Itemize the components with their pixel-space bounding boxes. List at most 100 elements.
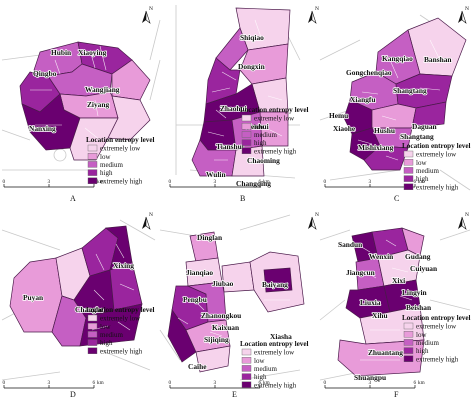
- place-label: Sijiqing: [204, 335, 229, 344]
- legend-swatch: [241, 348, 252, 356]
- place-label: Shiqiao: [240, 33, 264, 42]
- place-label: Shuangpu: [354, 373, 386, 382]
- legend-swatch: [87, 144, 98, 152]
- legend-label: medium: [100, 161, 123, 169]
- place-label: Jiubao: [212, 279, 234, 288]
- north-arrow-icon: N: [457, 212, 469, 230]
- legend-swatch: [241, 381, 252, 388]
- legend-swatch: [403, 355, 414, 362]
- legend-label: high: [254, 373, 267, 381]
- panel-c-districts: [343, 17, 467, 171]
- place-label: Changqing: [236, 179, 271, 188]
- scale-tick-label: 0: [3, 179, 6, 185]
- legend-label: medium: [100, 331, 123, 339]
- legend-label: extremely low: [100, 315, 141, 323]
- legend-swatch: [241, 357, 252, 364]
- place-label: Kangqiao: [382, 54, 413, 63]
- legend-swatch: [403, 331, 414, 338]
- place-label: Xiaoying: [78, 48, 107, 57]
- legend-swatch: [403, 322, 414, 330]
- legend-label: low: [254, 123, 265, 131]
- legend-label: extremely high: [416, 183, 459, 191]
- place-label: Jianqiao: [186, 268, 213, 277]
- place-label: Hubin: [51, 48, 71, 57]
- legend-swatch: [87, 152, 98, 160]
- panel-a: Hubin Xiaoying Qingbo Wangjiang Ziyang N…: [1, 19, 161, 171]
- legend-swatch: [241, 373, 252, 380]
- legend-label: extremely low: [416, 151, 457, 159]
- place-label: Mishixiang: [358, 143, 394, 152]
- place-label: Wangjiang: [85, 85, 120, 94]
- place-label: Ziyang: [87, 100, 109, 109]
- place-label: Gongchenqiao: [346, 68, 392, 77]
- north-label: N: [465, 212, 469, 218]
- place-label: Hushu: [374, 126, 395, 135]
- panel-b-place-labels: Shiqiao Dongxin Zhaohui Wenhui Tianshui …: [205, 32, 281, 189]
- place-label: Daguan: [412, 122, 437, 131]
- place-label: Wenhui: [244, 122, 269, 131]
- legend-swatch: [241, 139, 252, 146]
- place-label: Lingyin: [402, 288, 427, 297]
- scale-tick-label: 3: [369, 380, 372, 386]
- north-label: N: [149, 6, 153, 12]
- legend-swatch: [241, 131, 252, 138]
- panel-letter: F: [394, 390, 399, 399]
- legend-swatch: [403, 158, 414, 166]
- place-label: Nanxing: [29, 124, 56, 133]
- legend-swatch: [87, 177, 98, 185]
- panel-a-districts: [19, 41, 151, 161]
- place-label: Xihu: [372, 311, 388, 320]
- legend-label: medium: [416, 339, 439, 347]
- panel-c-place-labels: Banshan Kangqiao Gongchenqiao Shangtang …: [328, 53, 452, 153]
- north-arrow-icon: N: [457, 6, 469, 24]
- scale-tick-label: 6: [414, 380, 417, 386]
- panel-f: Sandun Wenxin Gudang Cuiyuan Jiangcun Xi…: [319, 227, 471, 383]
- place-label: Shangtang: [400, 132, 434, 141]
- legend-label: high: [100, 339, 113, 347]
- legend-title: Location entropy level: [86, 136, 155, 144]
- scale-tick-label: 0: [169, 380, 172, 386]
- legend-swatch: [87, 161, 98, 168]
- legend-swatch: [403, 167, 414, 174]
- panel-b: Shiqiao Dongxin Zhaohui Wenhui Tianshui …: [175, 5, 301, 189]
- north-label: N: [315, 6, 319, 12]
- scale-tick-label: 0: [324, 179, 327, 185]
- scale-tick-label: 3: [48, 179, 51, 185]
- scale-unit: km: [97, 179, 104, 185]
- legend-label: extremely low: [416, 323, 457, 331]
- panel-letter: E: [232, 390, 237, 399]
- scale-tick-label: 6: [414, 179, 417, 185]
- legend-swatch: [87, 314, 98, 322]
- panel-f-place-labels: Sandun Wenxin Gudang Cuiyuan Jiangcun Xi…: [337, 239, 438, 383]
- panel-d-districts: [9, 225, 143, 347]
- panel-letter: C: [394, 194, 399, 203]
- place-label: Sandun: [338, 240, 362, 249]
- scale-unit: km: [97, 380, 104, 386]
- north-arrow-icon: N: [141, 212, 153, 230]
- scale-tick-label: 3: [369, 179, 372, 185]
- place-label: Dinglan: [197, 233, 222, 242]
- legend-label: high: [416, 175, 429, 183]
- legend-label: high: [100, 169, 113, 177]
- panel-f-districts: [337, 227, 425, 377]
- panel-letter: D: [70, 390, 76, 399]
- scale-tick-label: 3: [214, 179, 217, 185]
- legend-label: extremely high: [100, 347, 143, 355]
- legend-swatch: [241, 365, 252, 372]
- scale-tick-label: 0: [324, 380, 327, 386]
- legend-label: extremely low: [254, 349, 295, 357]
- legend-label: extremely high: [100, 177, 143, 185]
- legend-swatch: [87, 331, 98, 338]
- legend-title: Location entropy level: [240, 340, 309, 348]
- scale-unit: km: [418, 179, 425, 185]
- panel-f-background-roads: [319, 229, 471, 381]
